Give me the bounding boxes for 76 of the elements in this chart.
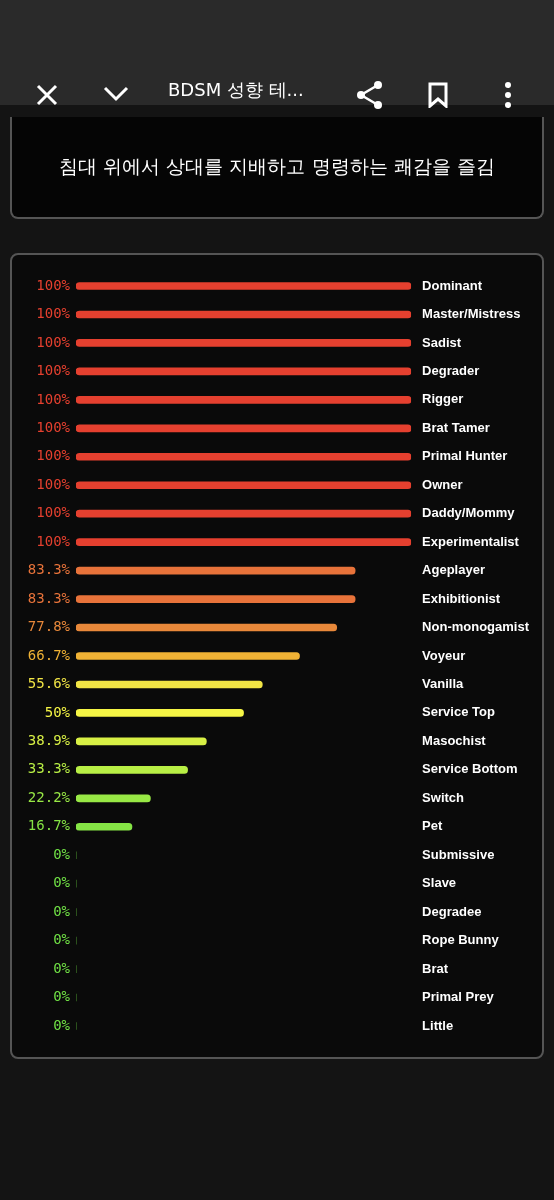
data-label: 100%: [36, 447, 71, 464]
bar: [76, 652, 300, 660]
chart-subtitle: 침대 위에서 상대를 지배하고 명령하는 쾌감을 즐김: [10, 117, 544, 219]
data-label: 0%: [53, 988, 71, 1005]
data-label: 33.3%: [27, 760, 71, 777]
bar: [76, 310, 412, 319]
y-tick-label: Masochist: [422, 732, 487, 748]
data-label: 100%: [36, 333, 71, 350]
bar: [76, 737, 207, 746]
bar: [76, 282, 412, 290]
bar: [76, 623, 338, 632]
bar: [76, 822, 133, 831]
y-tick-label: Non-monogamist: [422, 619, 530, 635]
y-tick-label: Degrader: [422, 362, 480, 378]
data-label: 100%: [36, 276, 71, 293]
bar: [76, 481, 412, 490]
data-label: 0%: [53, 931, 71, 948]
y-tick-label: Vanilla: [422, 676, 465, 692]
bar: [76, 396, 412, 404]
bar: [76, 709, 244, 717]
bar: [76, 509, 412, 518]
data-label: 100%: [36, 475, 71, 492]
y-tick-label: Submissive: [422, 846, 495, 862]
y-tick-label: Owner: [422, 476, 463, 492]
bar: [76, 566, 356, 575]
y-tick-label: Dominant: [422, 277, 483, 293]
data-label: 77.8%: [27, 618, 71, 635]
y-tick-label: Experimentalist: [422, 533, 520, 549]
y-tick-label: Degradee: [422, 903, 482, 919]
data-label: 0%: [53, 1016, 71, 1033]
data-label: 50%: [44, 703, 71, 720]
bar: [76, 367, 412, 376]
y-tick-label: Brat Tamer: [422, 419, 490, 435]
data-label: 83.3%: [27, 589, 71, 606]
y-tick-label: Rope Bunny: [422, 932, 500, 948]
data-label: 100%: [36, 305, 71, 322]
bar: [76, 424, 412, 433]
data-label: 55.6%: [27, 675, 71, 692]
y-tick-label: Master/Mistress: [422, 306, 521, 322]
y-tick-label: Switch: [422, 789, 465, 805]
data-label: 16.7%: [27, 817, 71, 834]
data-label: 100%: [36, 418, 71, 435]
y-tick-label: Daddy/Mommy: [422, 505, 516, 521]
data-label: 38.9%: [27, 732, 71, 749]
bar: [76, 538, 412, 546]
bar: [76, 794, 151, 803]
y-tick-label: Rigger: [422, 391, 464, 407]
data-label: 22.2%: [27, 788, 71, 805]
y-tick-label: Little: [422, 1017, 454, 1033]
data-label: 0%: [53, 845, 71, 862]
y-tick-label: Pet: [422, 818, 444, 834]
bar: [76, 339, 412, 347]
y-tick-label: Brat: [422, 960, 449, 976]
data-label: 100%: [36, 504, 71, 521]
data-label: 83.3%: [27, 561, 71, 578]
y-tick-label: Ageplayer: [422, 562, 485, 578]
bar: [76, 680, 263, 689]
y-tick-label: Primal Prey: [422, 989, 495, 1005]
y-tick-label: Sadist: [422, 334, 462, 350]
data-label: 66.7%: [27, 646, 71, 663]
y-tick-label: Voyeur: [422, 647, 466, 663]
y-tick-label: Primal Hunter: [422, 448, 508, 464]
bar: [76, 452, 412, 461]
bar: [76, 595, 356, 603]
data-label: 100%: [36, 362, 71, 379]
y-tick-label: Slave: [422, 875, 457, 891]
y-tick-label: Service Bottom: [422, 761, 518, 777]
data-label: 0%: [53, 959, 71, 976]
chart-title: BDSM 성향 테...: [168, 78, 304, 102]
data-label: 100%: [36, 390, 71, 407]
y-tick-label: Service Top: [422, 704, 495, 720]
data-label: 0%: [53, 902, 71, 919]
y-tick-label: Exhibitionist: [422, 590, 501, 606]
bar: [76, 766, 188, 774]
data-label: 0%: [53, 874, 71, 891]
data-label: 100%: [36, 532, 71, 549]
